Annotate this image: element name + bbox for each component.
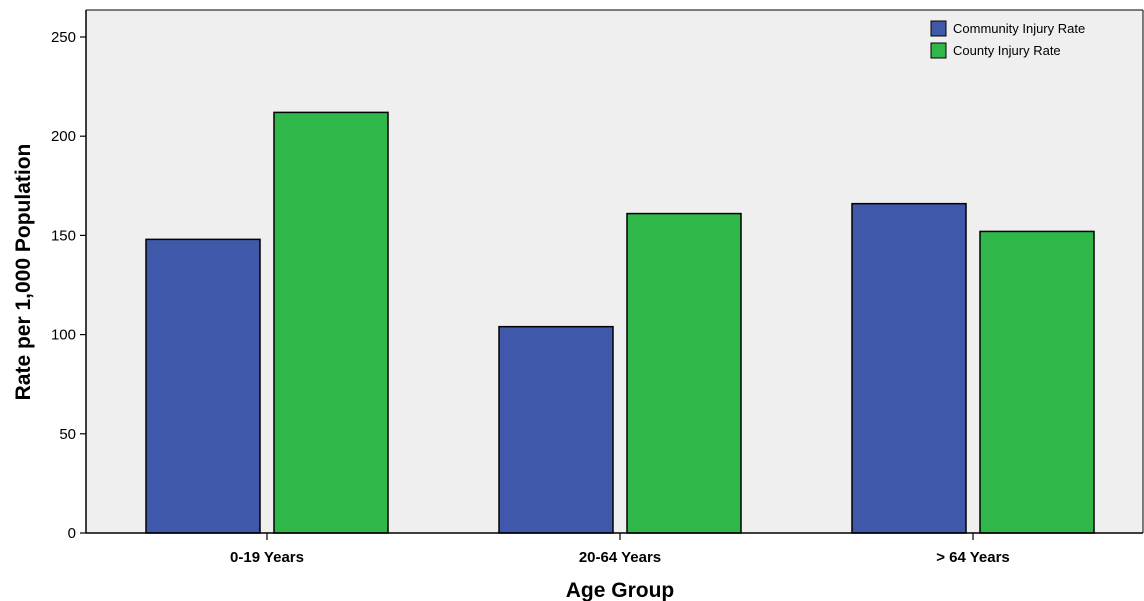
y-tick-label: 150 (51, 227, 76, 244)
bar-community-0 (145, 238, 261, 534)
y-tick-label: 250 (51, 29, 76, 46)
x-tick-label: > 64 Years (936, 549, 1010, 566)
bar-community-1 (498, 325, 614, 534)
legend-swatch (930, 20, 947, 37)
plot-area (86, 10, 1143, 533)
legend-label: County Injury Rate (953, 43, 1061, 58)
bar-county-0 (273, 111, 389, 534)
bar-community-2 (851, 202, 967, 534)
x-axis-title: Age Group (566, 579, 675, 601)
y-ticks: 0 50 100 150 200 250 (51, 29, 86, 542)
x-tick-label: 20-64 Years (579, 549, 661, 566)
legend-label: Community Injury Rate (953, 21, 1085, 36)
bar-county-1 (626, 212, 742, 534)
legend-swatch (930, 42, 947, 59)
x-ticks: 0-19 Years 20-64 Years > 64 Years (230, 533, 1010, 566)
legend: Community Injury Rate County Injury Rate (930, 20, 1085, 59)
y-tick-label: 0 (68, 525, 76, 542)
x-tick-label: 0-19 Years (230, 549, 304, 566)
y-tick-label: 50 (59, 426, 76, 443)
y-tick-label: 100 (51, 327, 76, 344)
y-tick-label: 200 (51, 128, 76, 145)
y-axis-title: Rate per 1,000 Population (12, 144, 35, 401)
bars (145, 111, 1095, 534)
bar-county-2 (979, 230, 1095, 534)
